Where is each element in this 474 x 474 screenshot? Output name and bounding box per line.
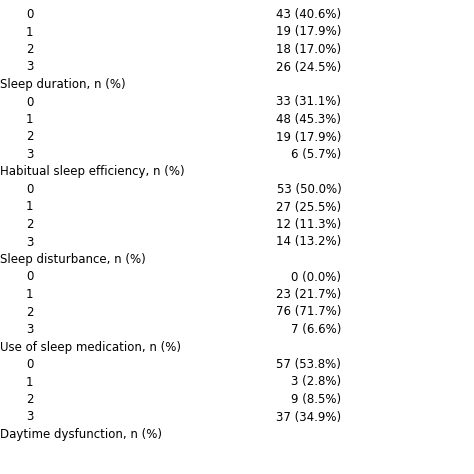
Text: 27 (25.5%): 27 (25.5%) bbox=[276, 201, 341, 213]
Text: 2: 2 bbox=[26, 393, 34, 406]
Text: 12 (11.3%): 12 (11.3%) bbox=[276, 218, 341, 231]
Text: 1: 1 bbox=[26, 201, 34, 213]
Text: 2: 2 bbox=[26, 218, 34, 231]
Text: 43 (40.6%): 43 (40.6%) bbox=[276, 8, 341, 21]
Text: 6 (5.7%): 6 (5.7%) bbox=[291, 148, 341, 161]
Text: 0 (0.0%): 0 (0.0%) bbox=[292, 271, 341, 283]
Text: 1: 1 bbox=[26, 288, 34, 301]
Text: Habitual sleep efficiency, n (%): Habitual sleep efficiency, n (%) bbox=[0, 165, 185, 179]
Text: 0: 0 bbox=[26, 8, 34, 21]
Text: Sleep duration, n (%): Sleep duration, n (%) bbox=[0, 78, 126, 91]
Text: 76 (71.7%): 76 (71.7%) bbox=[276, 306, 341, 319]
Text: Daytime dysfunction, n (%): Daytime dysfunction, n (%) bbox=[0, 428, 162, 441]
Text: 23 (21.7%): 23 (21.7%) bbox=[276, 288, 341, 301]
Text: 1: 1 bbox=[26, 26, 34, 38]
Text: 1: 1 bbox=[26, 375, 34, 389]
Text: 3: 3 bbox=[26, 236, 34, 248]
Text: 37 (34.9%): 37 (34.9%) bbox=[276, 410, 341, 423]
Text: 53 (50.0%): 53 (50.0%) bbox=[276, 183, 341, 196]
Text: Sleep disturbance, n (%): Sleep disturbance, n (%) bbox=[0, 253, 146, 266]
Text: 3 (2.8%): 3 (2.8%) bbox=[291, 375, 341, 389]
Text: 33 (31.1%): 33 (31.1%) bbox=[276, 95, 341, 109]
Text: 3: 3 bbox=[26, 323, 34, 336]
Text: 3: 3 bbox=[26, 61, 34, 73]
Text: 7 (6.6%): 7 (6.6%) bbox=[291, 323, 341, 336]
Text: 2: 2 bbox=[26, 306, 34, 319]
Text: 0: 0 bbox=[26, 358, 34, 371]
Text: 1: 1 bbox=[26, 113, 34, 126]
Text: 26 (24.5%): 26 (24.5%) bbox=[276, 61, 341, 73]
Text: 0: 0 bbox=[26, 95, 34, 109]
Text: 2: 2 bbox=[26, 43, 34, 56]
Text: 48 (45.3%): 48 (45.3%) bbox=[276, 113, 341, 126]
Text: 3: 3 bbox=[26, 410, 34, 423]
Text: 3: 3 bbox=[26, 148, 34, 161]
Text: 57 (53.8%): 57 (53.8%) bbox=[276, 358, 341, 371]
Text: 0: 0 bbox=[26, 271, 34, 283]
Text: 14 (13.2%): 14 (13.2%) bbox=[276, 236, 341, 248]
Text: Use of sleep medication, n (%): Use of sleep medication, n (%) bbox=[0, 340, 181, 354]
Text: 19 (17.9%): 19 (17.9%) bbox=[276, 130, 341, 144]
Text: 19 (17.9%): 19 (17.9%) bbox=[276, 26, 341, 38]
Text: 2: 2 bbox=[26, 130, 34, 144]
Text: 9 (8.5%): 9 (8.5%) bbox=[291, 393, 341, 406]
Text: 18 (17.0%): 18 (17.0%) bbox=[276, 43, 341, 56]
Text: 0: 0 bbox=[26, 183, 34, 196]
